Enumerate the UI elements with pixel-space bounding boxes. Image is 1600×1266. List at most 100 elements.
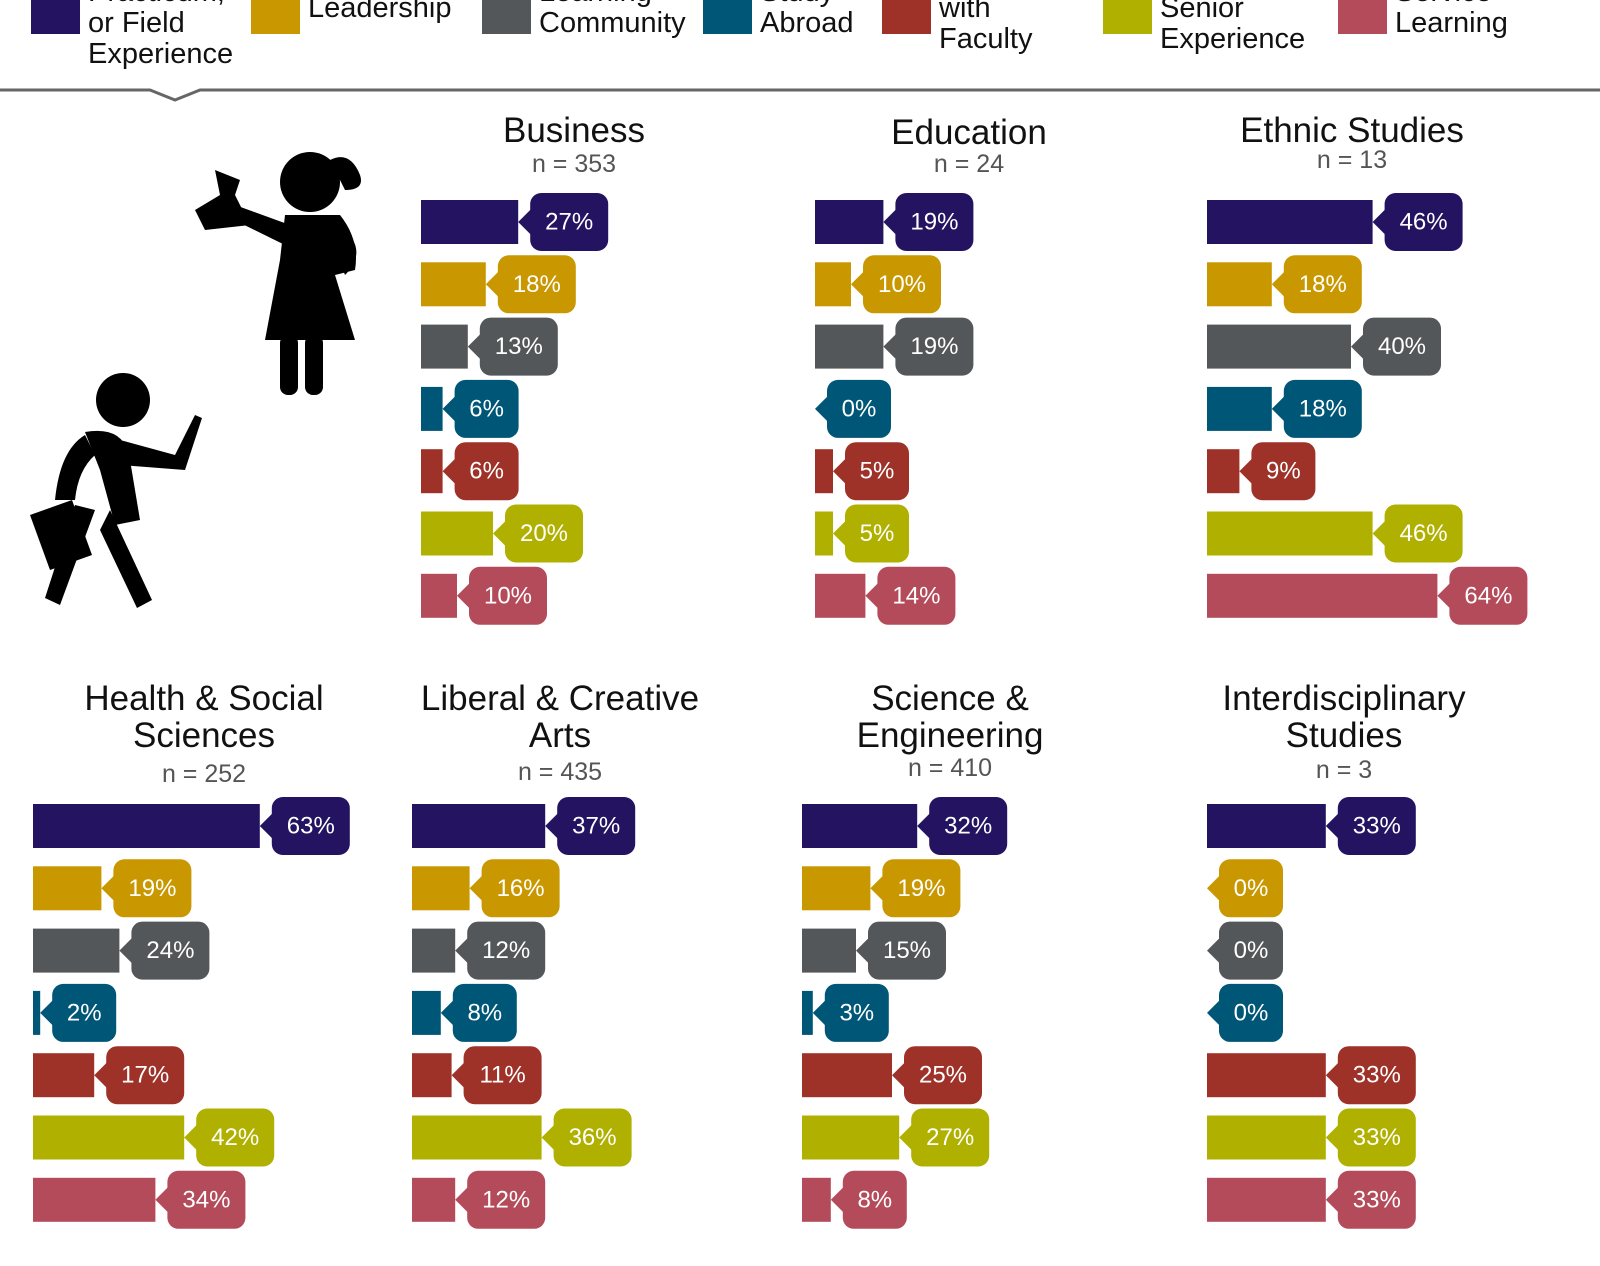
panel-subtitle: n = 24: [933, 150, 1005, 178]
label-bubble: [863, 255, 941, 314]
bar: [1207, 262, 1272, 307]
label-pointer: [119, 937, 133, 964]
label-pointer: [1207, 937, 1220, 964]
value-label: 3%: [839, 999, 874, 1026]
value-label: 2%: [67, 999, 102, 1026]
label-pointer: [865, 582, 879, 609]
legend-item: Culminating Senior Experience: [1103, 0, 1331, 76]
value-label: 33%: [1353, 1186, 1401, 1213]
label-bubble: [1219, 921, 1283, 980]
bar: [815, 262, 851, 307]
legend-item: Leadership: [251, 0, 469, 76]
label-pointer: [833, 458, 846, 485]
panel-subtitle: n = 3: [1315, 756, 1373, 784]
bar: [1207, 1053, 1326, 1098]
value-label: 11%: [479, 1062, 525, 1089]
bar: [33, 866, 102, 911]
panel-subtitle: n = 410: [907, 754, 993, 782]
panel-subtitle: n = 252: [161, 760, 247, 788]
value-label: 27%: [545, 209, 593, 236]
value-label: 27%: [926, 1124, 974, 1151]
value-label: 33%: [1353, 813, 1401, 840]
label-bubble: [1363, 317, 1441, 376]
value-label: 33%: [1353, 1124, 1401, 1151]
value-label: 40%: [1378, 333, 1426, 360]
bar: [1207, 449, 1240, 494]
value-label: 0%: [1234, 999, 1269, 1026]
bar: [412, 1053, 452, 1098]
bar: [421, 200, 519, 244]
label-bubble: [454, 379, 519, 438]
label-pointer: [455, 1186, 469, 1213]
legend-swatch: [31, 0, 80, 34]
label-bubble: [845, 442, 909, 501]
legend-label: Internship, Practicum, or Field Experien…: [88, 0, 234, 70]
value-label: 13%: [495, 333, 543, 360]
label-pointer: [870, 875, 884, 902]
label-pointer: [1325, 1186, 1339, 1213]
legend-swatch: [1103, 0, 1152, 34]
label-pointer: [833, 520, 846, 547]
label-pointer: [1271, 395, 1285, 422]
value-label: 20%: [520, 520, 568, 547]
label-bubble: [553, 1108, 632, 1167]
label-pointer: [440, 999, 454, 1026]
panel-subtitle: n = 353: [531, 150, 617, 178]
legend-label: Study Abroad: [760, 0, 854, 39]
value-label: 16%: [497, 875, 545, 902]
label-bubble: [845, 504, 909, 563]
label-pointer: [1372, 209, 1386, 235]
label-pointer: [1351, 333, 1364, 360]
label-pointer: [1207, 875, 1220, 902]
bar: [33, 928, 120, 973]
value-label: 32%: [944, 813, 992, 840]
legend-item: Study Abroad: [703, 0, 871, 76]
label-pointer: [94, 1062, 108, 1089]
label-pointer: [467, 333, 481, 360]
bar: [412, 804, 546, 848]
legend-item: Research with Faculty: [882, 0, 1070, 76]
bar: [421, 386, 443, 431]
panel-title: Health & Social Sciences: [84, 679, 324, 755]
divider: [0, 88, 1600, 102]
panel-subtitle: n = 13: [1316, 146, 1388, 174]
bar: [33, 1115, 185, 1160]
bar: [1207, 324, 1351, 369]
value-label: 36%: [569, 1124, 617, 1151]
value-label: 63%: [287, 813, 335, 840]
bar: [1207, 386, 1272, 431]
label-bubble: [1449, 566, 1528, 625]
bar: [412, 1177, 456, 1222]
bar: [421, 449, 443, 494]
bar: [1207, 1177, 1326, 1222]
value-label: 9%: [1266, 458, 1301, 485]
value-label: 14%: [892, 582, 940, 609]
label-bubble: [113, 859, 192, 918]
label-pointer: [518, 209, 532, 235]
label-pointer: [1325, 1062, 1339, 1089]
legend-item: Internship, Practicum, or Field Experien…: [31, 0, 249, 76]
legend-item: Service Learning: [1338, 0, 1526, 76]
bar: [1207, 511, 1373, 556]
value-label: 64%: [1464, 582, 1512, 609]
bar: [33, 990, 41, 1035]
label-bubble: [882, 859, 961, 918]
label-bubble: [911, 1108, 990, 1167]
label-pointer: [892, 1062, 905, 1089]
label-bubble: [904, 1046, 982, 1105]
value-label: 5%: [860, 520, 895, 547]
label-bubble: [877, 566, 956, 625]
value-label: 0%: [1234, 937, 1269, 964]
bar: [802, 1115, 900, 1160]
label-bubble: [479, 317, 558, 376]
label-pointer: [830, 1186, 844, 1213]
label-bubble: [271, 797, 350, 855]
label-bubble: [1251, 442, 1316, 501]
value-label: 15%: [883, 937, 931, 964]
label-bubble: [505, 504, 583, 563]
value-label: 46%: [1400, 520, 1448, 547]
value-label: 12%: [482, 937, 530, 964]
label-bubble: [52, 983, 117, 1042]
label-bubble: [1283, 379, 1362, 438]
